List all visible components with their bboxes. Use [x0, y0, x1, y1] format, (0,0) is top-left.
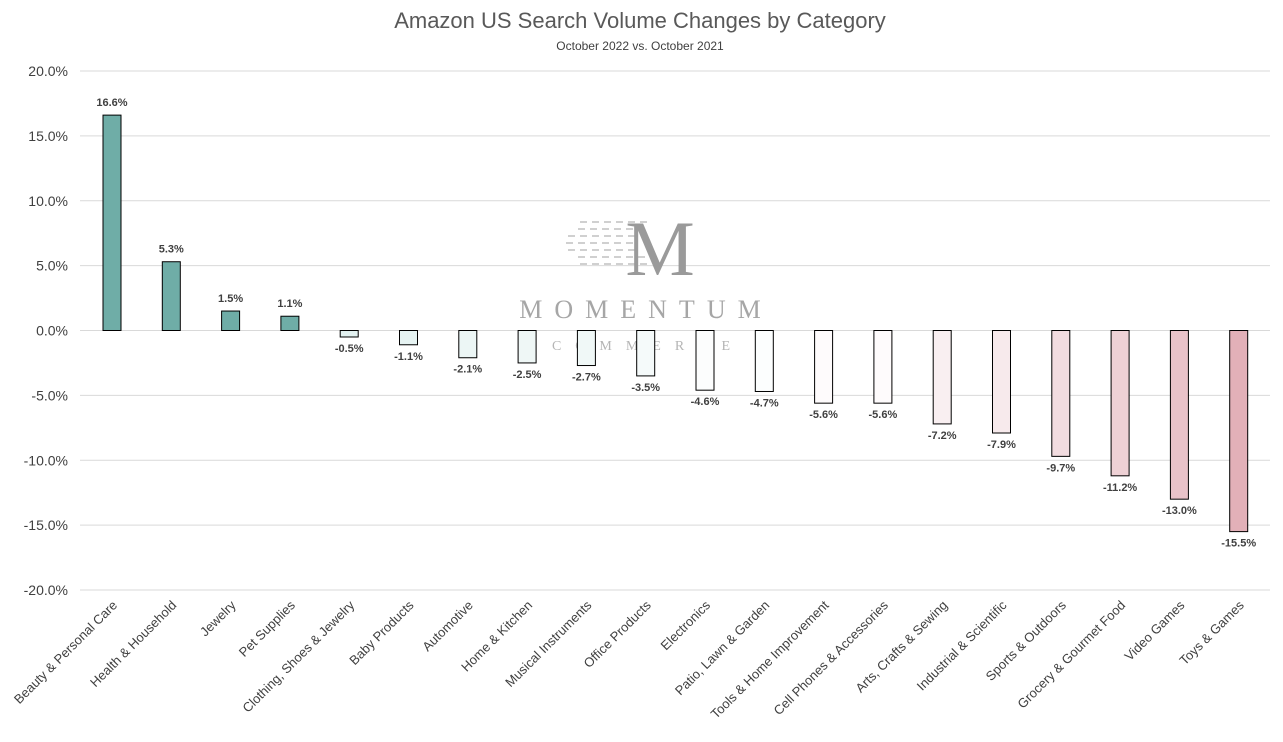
bar: [932, 330, 952, 425]
bar: [102, 114, 122, 331]
data-label: -3.5%: [631, 382, 660, 394]
x-tick-label: Tools & Home Improvement: [708, 597, 832, 721]
data-label: -4.6%: [691, 396, 720, 408]
y-tick-label: 20.0%: [28, 63, 68, 79]
bar: [1051, 330, 1071, 457]
y-tick-label: -5.0%: [31, 387, 68, 403]
data-label: -11.2%: [1103, 482, 1137, 494]
watermark-word: MOMENTUM: [519, 295, 772, 324]
bar: [576, 330, 596, 367]
bars: [102, 114, 1249, 533]
bar: [517, 330, 537, 364]
x-tick-label: Cell Phones & Accessories: [771, 597, 892, 718]
data-label: 16.6%: [96, 97, 127, 109]
data-label: -1.1%: [394, 351, 423, 363]
y-tick-label: -20.0%: [24, 582, 68, 598]
chart-subtitle: October 2022 vs. October 2021: [556, 39, 724, 53]
data-label: -4.7%: [750, 397, 779, 409]
data-label: -13.0%: [1162, 505, 1197, 517]
data-label: -9.7%: [1046, 462, 1075, 474]
y-tick-label: 15.0%: [28, 128, 68, 144]
bar: [1229, 330, 1249, 533]
bar: [695, 330, 715, 391]
bar: [1110, 330, 1130, 477]
watermark-letter: M: [625, 205, 694, 292]
bar: [636, 330, 656, 377]
data-label: -2.7%: [572, 372, 601, 384]
data-labels: 16.6% 5.3% 1.5% 1.1% -0.5% -1.1% -2.1% -2.5% -2.…: [96, 97, 1256, 549]
bar: [221, 310, 241, 332]
chart-title: Amazon US Search Volume Changes by Categ…: [394, 8, 886, 33]
x-tick-label: Clothing, Shoes & Jewelry: [239, 597, 357, 715]
bar: [339, 330, 359, 338]
y-axis: 20.0% 15.0% 10.0% 5.0% 0.0% -5.0% -10.0% -15.0%…: [24, 63, 68, 598]
data-label: -2.1%: [453, 364, 482, 376]
gridlines: [80, 70, 1270, 591]
bar: [161, 261, 181, 332]
data-label: -15.5%: [1221, 538, 1256, 550]
data-label: 1.1%: [277, 298, 302, 310]
bar: [280, 315, 300, 332]
x-tick-label: Automotive: [419, 598, 476, 655]
x-tick-label: Grocery & Gourmet Food: [1014, 598, 1128, 712]
y-tick-label: 5.0%: [36, 258, 68, 274]
x-tick-label: Beauty & Personal Care: [11, 598, 120, 707]
x-tick-label: Video Games: [1121, 597, 1187, 663]
bar: [754, 330, 774, 392]
momentum-commerce-watermark: M MOMENTUM COMMERCE: [519, 205, 772, 354]
bar: [873, 330, 893, 404]
bar: [1169, 330, 1189, 500]
data-label: -5.6%: [809, 409, 838, 421]
y-tick-label: 10.0%: [28, 193, 68, 209]
x-tick-label: Jewelry: [197, 597, 239, 639]
x-tick-label: Pet Supplies: [236, 597, 299, 660]
x-tick-label: Electronics: [658, 597, 714, 653]
data-label: -2.5%: [513, 369, 542, 381]
bar: [458, 330, 478, 359]
data-label: -0.5%: [335, 343, 364, 355]
bar: [814, 330, 834, 404]
data-label: 5.3%: [159, 244, 184, 256]
y-tick-label: 0.0%: [36, 323, 68, 339]
y-tick-label: -15.0%: [24, 517, 68, 533]
data-label: -7.2%: [928, 430, 957, 442]
bar: [992, 330, 1011, 434]
speed-lines-icon: [566, 221, 647, 265]
bar: [399, 330, 418, 346]
data-label: -7.9%: [987, 439, 1016, 451]
data-label: -5.6%: [869, 409, 898, 421]
y-tick-label: -10.0%: [24, 452, 68, 468]
data-label: 1.5%: [218, 293, 243, 305]
